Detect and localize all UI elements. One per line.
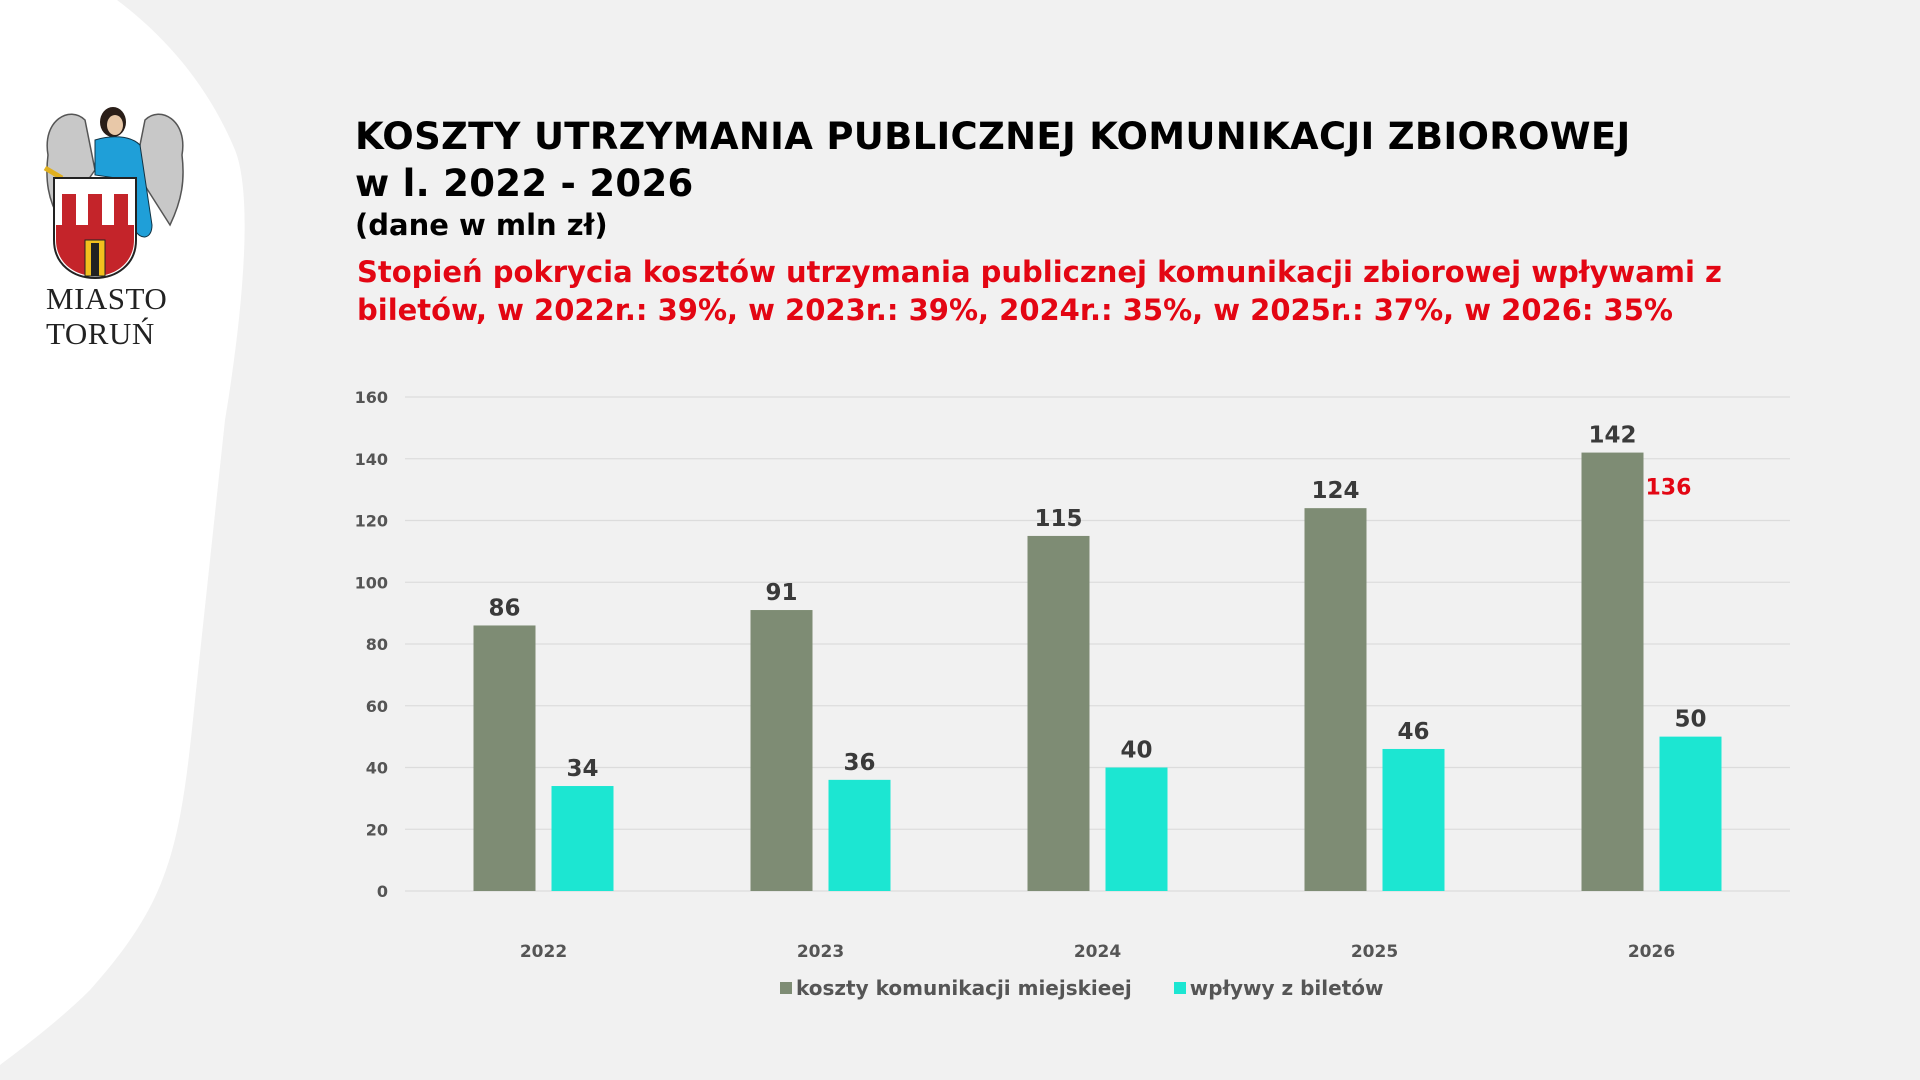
legend-label-revenue: wpływy z biletów bbox=[1189, 976, 1384, 1000]
page-title: KOSZTY UTRZYMANIA PUBLICZNEJ KOMUNIKACJI… bbox=[355, 113, 1631, 207]
bar-costs bbox=[750, 610, 813, 891]
data-label: 36 bbox=[843, 750, 875, 776]
x-tick-label: 2024 bbox=[1074, 942, 1121, 962]
y-tick-label: 0 bbox=[377, 882, 388, 901]
chart-legend: koszty komunikacji miejskieej wpływy z b… bbox=[780, 976, 1425, 1000]
x-tick-label: 2023 bbox=[797, 942, 844, 962]
data-label: 91 bbox=[765, 580, 797, 606]
title-line-2: w l. 2022 - 2026 bbox=[355, 162, 694, 205]
legend-swatch-revenue bbox=[1173, 982, 1186, 994]
data-label: 34 bbox=[566, 756, 598, 782]
data-label: 46 bbox=[1397, 719, 1429, 745]
x-tick-label: 2026 bbox=[1628, 942, 1675, 962]
legend-item-revenue: wpływy z biletów bbox=[1173, 976, 1384, 1000]
y-tick-label: 60 bbox=[366, 697, 388, 716]
bar-revenue bbox=[1659, 736, 1722, 891]
bar-costs bbox=[1581, 452, 1644, 891]
legend-swatch-costs bbox=[780, 982, 792, 994]
bar-revenue bbox=[1105, 767, 1168, 891]
bar-revenue bbox=[828, 779, 891, 891]
data-label: 142 bbox=[1588, 423, 1636, 449]
data-label: 40 bbox=[1120, 738, 1152, 764]
bar-costs bbox=[1304, 508, 1367, 891]
y-tick-label: 100 bbox=[355, 573, 388, 592]
bar-revenue bbox=[1382, 748, 1445, 891]
data-label: 86 bbox=[488, 595, 520, 621]
y-tick-label: 160 bbox=[355, 388, 388, 407]
city-logo bbox=[40, 100, 190, 284]
title-line-1: KOSZTY UTRZYMANIA PUBLICZNEJ KOMUNIKACJI… bbox=[355, 115, 1631, 158]
x-tick-label: 2022 bbox=[520, 942, 567, 962]
legend-item-costs: koszty komunikacji miejskieej bbox=[780, 976, 1132, 1000]
legend-label-costs: koszty komunikacji miejskieej bbox=[796, 976, 1132, 1000]
torun-coat-of-arms-icon bbox=[43, 107, 184, 280]
y-tick-label: 20 bbox=[366, 820, 388, 839]
data-label: 115 bbox=[1034, 506, 1082, 532]
y-tick-label: 80 bbox=[366, 635, 388, 654]
y-tick-label: 40 bbox=[366, 759, 388, 778]
x-tick-label: 2025 bbox=[1351, 942, 1398, 962]
annotation-label: 136 bbox=[1646, 476, 1692, 501]
y-tick-label: 120 bbox=[355, 512, 388, 531]
data-label: 124 bbox=[1311, 478, 1359, 504]
coverage-note: Stopień pokrycia kosztów utrzymania publ… bbox=[357, 255, 1722, 327]
y-tick-label: 140 bbox=[355, 450, 388, 469]
bar-costs bbox=[1027, 535, 1090, 891]
logo-text-torun: TORUŃ bbox=[46, 316, 155, 351]
bar-costs bbox=[473, 625, 536, 891]
logo-text-miasto: MIASTO bbox=[46, 281, 168, 316]
data-label: 50 bbox=[1674, 707, 1706, 733]
bar-revenue bbox=[551, 786, 614, 891]
units-subtitle: (dane w mln zł) bbox=[355, 208, 608, 242]
